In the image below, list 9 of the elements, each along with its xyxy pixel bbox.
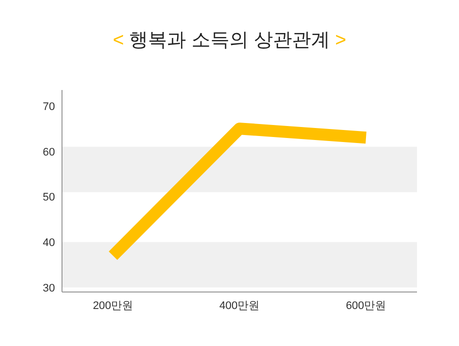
x-tick-label: 600만원	[346, 300, 386, 312]
y-tick-label: 60	[42, 146, 55, 158]
y-tick-label: 30	[42, 282, 55, 294]
y-tick-label: 50	[42, 192, 55, 204]
y-tick-label: 40	[42, 237, 55, 250]
x-tick-label: 200만원	[92, 300, 134, 312]
y-tick-label: 70	[42, 100, 55, 113]
chart-title: < 행복과 소득의 상관관계 >	[112, 30, 346, 51]
x-tick-label: 400만원	[219, 300, 260, 312]
